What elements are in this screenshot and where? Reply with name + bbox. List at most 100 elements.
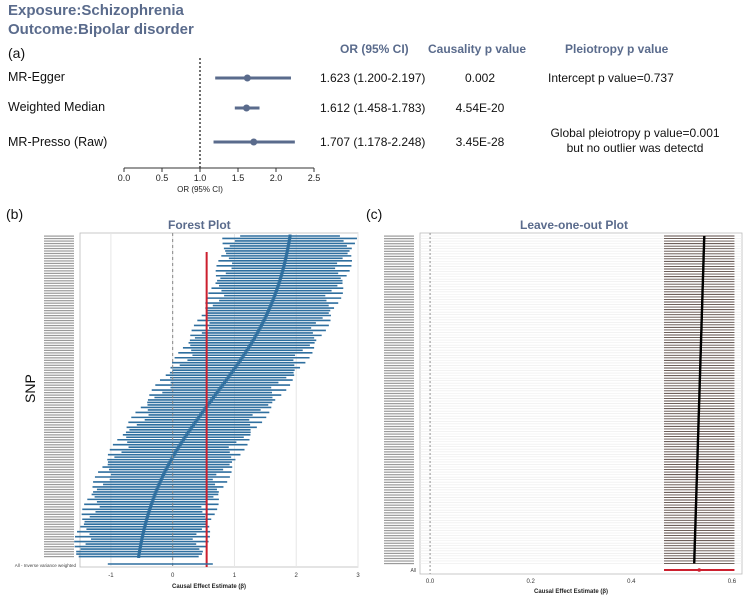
snp-estimate (158, 480, 162, 484)
snp-row-label (384, 494, 414, 496)
snp-estimate (206, 403, 210, 407)
snp-estimate (278, 279, 282, 283)
snp-estimate (138, 550, 142, 554)
snp-estimate (281, 269, 285, 273)
snp-estimate (141, 532, 145, 536)
snp-row-label (44, 322, 74, 324)
x-tick-label: 1.5 (232, 173, 245, 183)
snp-row-label (44, 384, 74, 386)
snp-row-label (44, 464, 74, 466)
snp-row-label (44, 315, 74, 317)
snp-row-label (44, 287, 74, 289)
snp-estimate (283, 261, 287, 265)
snp-row-label (44, 503, 74, 506)
snp-row-label (384, 408, 414, 410)
snp-row-label (384, 331, 414, 334)
snp-row-label (384, 400, 414, 402)
snp-estimate (183, 435, 187, 439)
snp-row-label (44, 416, 74, 419)
snp-row-label (384, 517, 414, 519)
snp-estimate (255, 331, 259, 335)
summary-row-label: All (410, 568, 416, 574)
snp-row-label (384, 311, 414, 313)
snp-estimate (248, 343, 252, 347)
snp-estimate (215, 391, 219, 395)
snp-estimate (284, 254, 288, 258)
method-label-egger: MR-Egger (8, 70, 65, 84)
x-tick-label: 3 (356, 573, 360, 579)
causality-p-egger: 0.002 (464, 71, 496, 85)
snp-row-label (384, 377, 414, 379)
snp-row-label (384, 438, 414, 440)
snp-row-label (384, 489, 414, 491)
snp-estimate (232, 368, 236, 372)
snp-row-label (384, 547, 414, 549)
snp-row-label (44, 324, 74, 327)
snp-row-label (44, 496, 74, 498)
snp-row-label (384, 481, 414, 483)
snp-row-label (384, 560, 414, 562)
snp-row-label (384, 390, 414, 392)
snp-row-label (384, 271, 414, 273)
snp-estimate (139, 542, 143, 546)
snp-estimate (181, 438, 185, 442)
snp-row-label (44, 332, 74, 334)
snp-estimate (279, 276, 283, 280)
snp-estimate (195, 418, 199, 422)
panel-b-label: (b) (6, 206, 24, 222)
snp-row-label (44, 372, 74, 374)
snp-estimate (238, 358, 242, 362)
snp-row-label (384, 471, 414, 473)
exposure-title: Exposure:Schizophrenia (8, 2, 184, 19)
panel-c-label: (c) (366, 206, 383, 222)
snp-estimate (157, 482, 161, 486)
snp-row-label (44, 255, 74, 257)
snp-row-label (44, 347, 74, 349)
snp-estimate (269, 304, 273, 308)
snp-row-label (384, 276, 414, 278)
snp-estimate (210, 398, 214, 402)
snp-row-label (384, 288, 414, 291)
snp-row-label (384, 446, 414, 448)
snp-estimate (160, 475, 164, 479)
snp-row-label (44, 454, 74, 456)
snp-estimate (186, 430, 190, 434)
snp-row-label (44, 441, 74, 443)
snp-estimate (174, 450, 178, 454)
snp-row-label (384, 364, 414, 367)
snp-row-label (384, 354, 414, 357)
causality-p-presso: 3.45E-28 (455, 135, 505, 149)
snp-row-label (384, 514, 414, 516)
snp-row-label (384, 291, 414, 293)
snp-row-label (384, 309, 414, 311)
snp-row-label (384, 387, 414, 390)
snp-row-label (44, 459, 74, 461)
snp-row-label (384, 540, 414, 542)
snp-row-label (384, 557, 414, 560)
snp-row-label (384, 550, 414, 552)
snp-row-label (384, 545, 414, 547)
snp-estimate (159, 477, 163, 481)
snp-estimate (165, 465, 169, 469)
snp-row-label (44, 267, 74, 269)
snp-row-label (384, 344, 414, 346)
snp-estimate (143, 525, 147, 529)
snp-estimate (149, 502, 153, 506)
snp-row-label (44, 536, 74, 538)
x-tick-label: 0 (171, 573, 175, 579)
snp-row-label (384, 527, 414, 529)
snp-row-label (44, 387, 74, 389)
snp-row-label (44, 543, 74, 545)
snp-row-label (44, 493, 74, 496)
snp-row-label (384, 420, 414, 423)
snp-estimate (143, 522, 147, 526)
snp-row-label (44, 481, 74, 483)
causality-header: Causality p value (428, 42, 527, 56)
snp-row-label (44, 389, 74, 391)
or-header: OR (95% CI) (340, 42, 409, 56)
snp-row-label (44, 252, 74, 255)
snp-row-label (44, 262, 74, 265)
snp-estimate (146, 512, 150, 516)
snp-estimate (144, 520, 148, 524)
snp-row-label (384, 357, 414, 359)
